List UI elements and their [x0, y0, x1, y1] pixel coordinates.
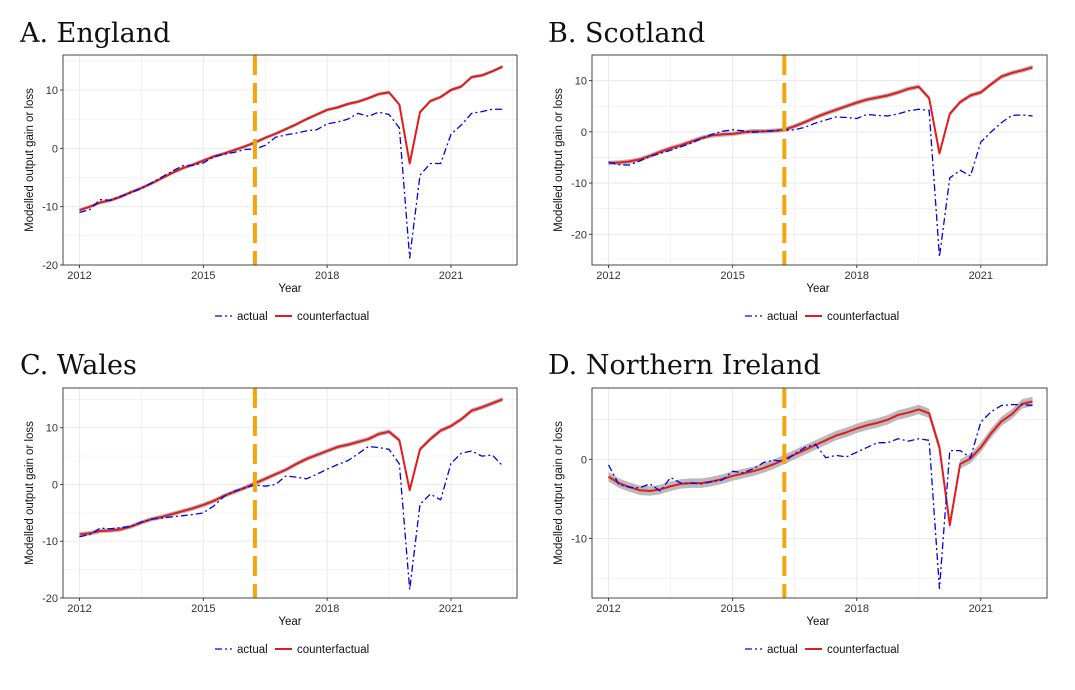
actual-line — [79, 445, 504, 591]
plot-area — [63, 55, 517, 265]
plot-area — [592, 55, 1047, 265]
y-tick-label: 10 — [46, 85, 58, 97]
panel-border — [591, 387, 1048, 599]
y-tick-label: -20 — [42, 260, 58, 272]
y-tick-label: -20 — [571, 229, 587, 241]
x-tick-label: 2018 — [315, 603, 339, 615]
plot-area — [63, 388, 517, 598]
counterfactual-line — [79, 398, 503, 536]
x-tick-label: 2021 — [969, 603, 993, 615]
panel-border — [591, 54, 1048, 266]
y-axis-label: Modelled output gain or loss — [24, 421, 36, 565]
y-tick-label: 0 — [52, 143, 58, 155]
y-tick-label: 10 — [575, 76, 587, 88]
legend-label-actual: actual — [237, 311, 268, 323]
y-axis-label: Modelled output gain or loss — [553, 88, 565, 232]
chart-title: D. Northern Ireland — [548, 350, 821, 381]
x-tick-label: 2012 — [67, 270, 91, 282]
x-tick-label: 2018 — [315, 270, 339, 282]
actual-line — [607, 403, 1033, 590]
x-tick-label: 2018 — [844, 270, 868, 282]
chart-panel-2: B. Scotland -20 -10 0 10 2012 2015 2018 2021 Year… — [548, 18, 1048, 323]
counterfactual-line — [608, 400, 1033, 527]
legend-label-counterfactual: counterfactual — [297, 644, 369, 656]
legend: actual counterfactual — [745, 644, 899, 656]
x-tick-label: 2015 — [720, 603, 744, 615]
legend-label-counterfactual: counterfactual — [827, 644, 899, 656]
chart-title: B. Scotland — [548, 18, 705, 49]
y-tick-label: 0 — [581, 127, 587, 139]
panel-border — [62, 387, 518, 599]
legend-label-counterfactual: counterfactual — [297, 311, 369, 323]
legend-label-actual: actual — [767, 644, 798, 656]
chart-panel-3: C. Wales -20 -10 0 10 2012 2015 2018 2021 Year Mod… — [20, 350, 518, 656]
y-axis-label: Modelled output gain or loss — [24, 88, 36, 232]
x-tick-label: 2015 — [191, 270, 215, 282]
actual-line — [79, 108, 503, 259]
x-tick-label: 2018 — [844, 603, 868, 615]
panel-border — [62, 54, 518, 266]
legend-label-actual: actual — [767, 311, 798, 323]
x-tick-label: 2021 — [969, 270, 993, 282]
x-tick-label: 2012 — [596, 603, 620, 615]
x-axis-label: Year — [806, 616, 829, 628]
y-tick-label: -10 — [571, 534, 587, 546]
x-axis-label: Year — [278, 283, 301, 295]
legend-label-actual: actual — [237, 644, 268, 656]
y-tick-label: 10 — [46, 423, 58, 435]
y-tick-label: 0 — [581, 454, 587, 466]
chart-title: A. England — [19, 18, 170, 49]
counterfactual-line — [608, 66, 1033, 165]
x-axis-label: Year — [278, 616, 301, 628]
x-axis-label: Year — [806, 283, 829, 295]
plot-area — [592, 388, 1047, 598]
x-tick-label: 2015 — [720, 270, 744, 282]
y-tick-label: 0 — [52, 479, 58, 491]
y-tick-label: -10 — [42, 202, 58, 214]
x-tick-label: 2021 — [439, 603, 463, 615]
legend: actual counterfactual — [745, 311, 899, 323]
y-axis-label: Modelled output gain or loss — [553, 421, 565, 565]
y-tick-label: -20 — [42, 593, 58, 605]
actual-line — [608, 108, 1033, 258]
y-tick-label: -10 — [42, 536, 58, 548]
chart-title: C. Wales — [20, 350, 137, 381]
chart-panel-1: A. England -20 -10 0 10 2012 2015 2018 2021 Year M… — [19, 18, 518, 323]
x-tick-label: 2021 — [439, 270, 463, 282]
chart-panel-4: D. Northern Ireland -10 0 2012 2015 2018 2021 Y… — [548, 350, 1048, 656]
x-tick-label: 2012 — [67, 603, 91, 615]
x-tick-label: 2015 — [191, 603, 215, 615]
legend-label-counterfactual: counterfactual — [827, 311, 899, 323]
legend: actual counterfactual — [215, 644, 369, 656]
x-tick-label: 2012 — [596, 270, 620, 282]
legend: actual counterfactual — [215, 311, 369, 323]
y-tick-label: -10 — [571, 178, 587, 190]
